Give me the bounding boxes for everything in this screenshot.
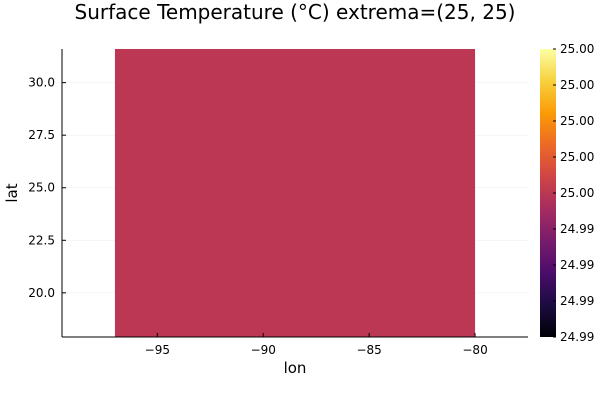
colorbar-tick-label: 25.00 (560, 78, 594, 92)
y-axis-label: lat (3, 183, 21, 202)
colorbar-tick-label: 25.00 (560, 42, 594, 56)
x-axis-label: lon (284, 359, 307, 377)
colorbar (540, 49, 556, 337)
y-tick-label: 22.5 (28, 233, 55, 247)
temperature-field (114, 49, 476, 337)
x-tick-label: −80 (462, 343, 487, 357)
chart-title: Surface Temperature (°C) extrema=(25, 25… (75, 0, 516, 24)
plot-axes (61, 49, 528, 338)
colorbar-tick-label: 25.00 (560, 114, 594, 128)
y-tick-label: 20.0 (28, 286, 55, 300)
y-tick-label: 25.0 (28, 181, 55, 195)
colorbar-ticks: 24.99 24.99 24.99 24.99 25.00 25.00 25.00 25.00… (553, 42, 594, 344)
y-tick-label: 27.5 (28, 128, 55, 142)
x-tick-label: −85 (356, 343, 381, 357)
colorbar-tick-label: 24.99 (560, 222, 594, 236)
colorbar-tick-label: 25.00 (560, 150, 594, 164)
colorbar-tick-label: 24.99 (560, 258, 594, 272)
y-axis-ticks: 20.0 22.5 25.0 27.5 30.0 (28, 76, 66, 300)
x-axis-ticks: −95 −90 −85 −80 (145, 333, 488, 357)
x-tick-label: −90 (251, 343, 276, 357)
colorbar-tick-label: 25.00 (560, 186, 594, 200)
y-tick-label: 30.0 (28, 76, 55, 90)
colorbar-tick-label: 24.99 (560, 294, 594, 308)
x-tick-label: −95 (145, 343, 170, 357)
colorbar-tick-label: 24.99 (560, 330, 594, 344)
